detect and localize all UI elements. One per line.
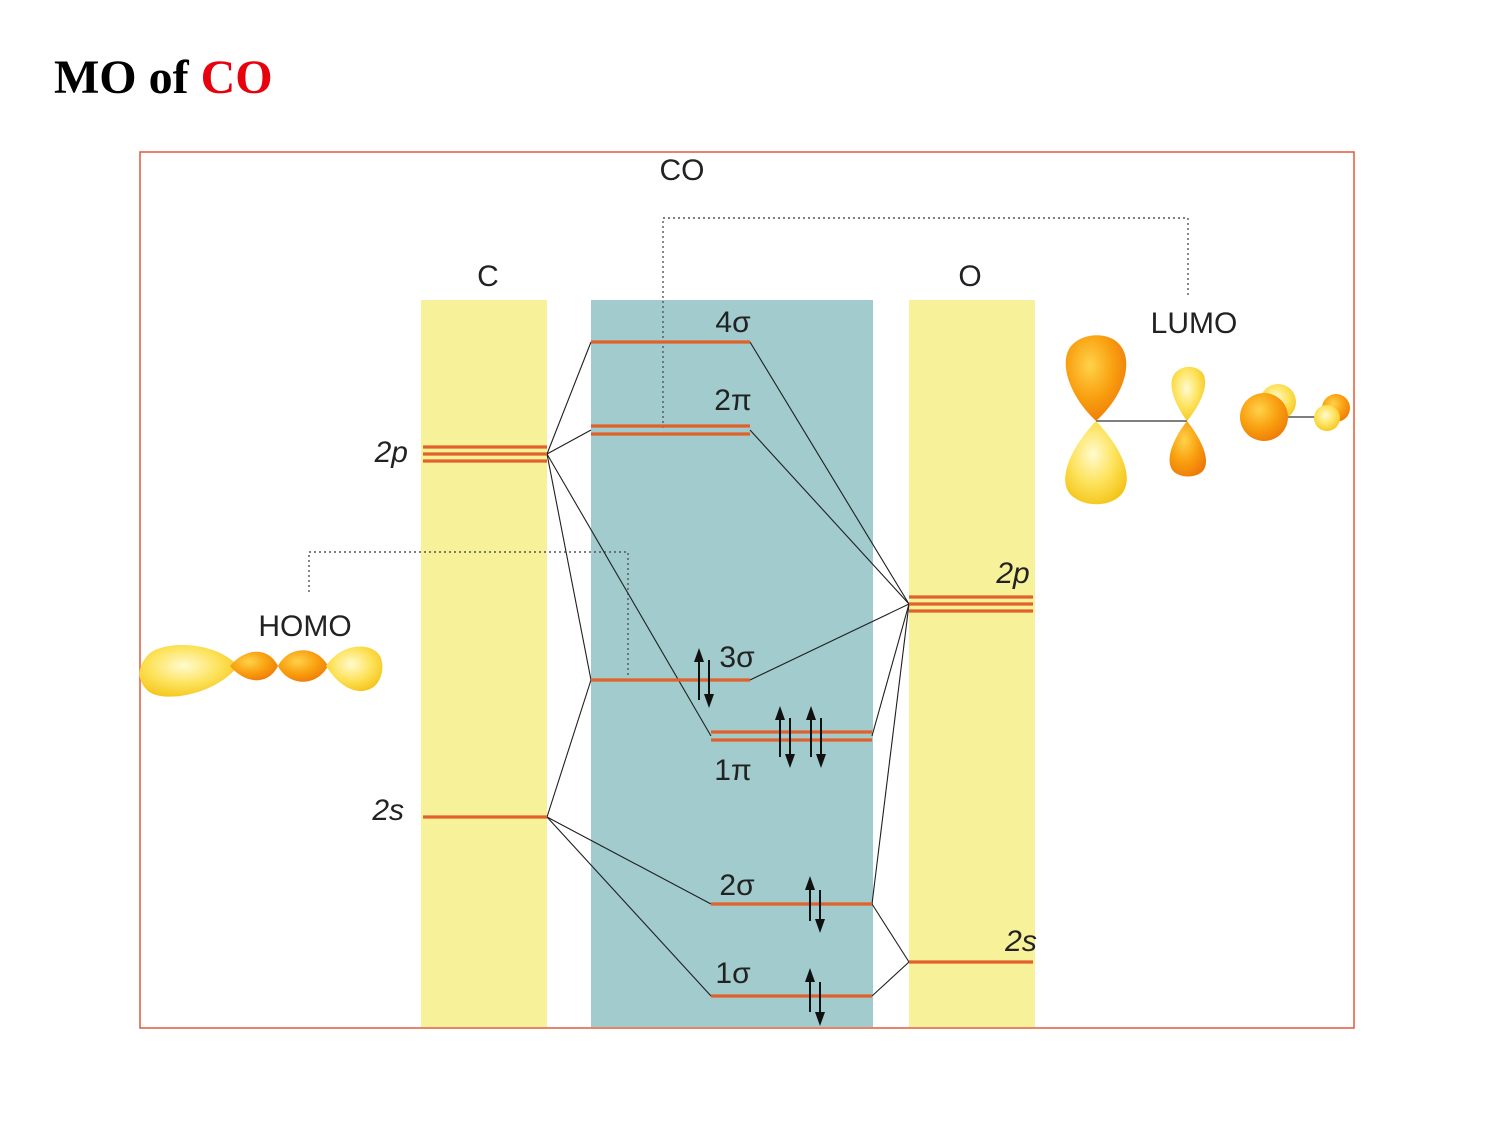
oxygen-column xyxy=(909,300,1035,1027)
mo-2pi-level xyxy=(591,424,750,436)
mo-2sigma-label: 2σ xyxy=(719,869,755,902)
diagram-frame xyxy=(139,151,1355,1029)
oxygen-2p-level xyxy=(909,595,1033,613)
mo-1pi-label: 1π xyxy=(714,754,751,787)
title-prefix: MO of xyxy=(54,51,201,104)
carbon-column xyxy=(421,300,547,1027)
lumo-guide-line xyxy=(662,217,1189,428)
lumo-orbital-image xyxy=(1065,335,1350,505)
electron-pair-1sigma xyxy=(805,968,825,1026)
electron-pair-3sigma xyxy=(694,648,714,708)
oxygen-2p-label: 2p xyxy=(995,557,1029,590)
electron-pair-1pi-b xyxy=(806,706,826,768)
lumo-label: LUMO xyxy=(1151,307,1238,340)
correlation-lines xyxy=(546,341,910,997)
mo-4sigma-label: 4σ xyxy=(715,306,751,339)
oxygen-label: O xyxy=(958,260,981,293)
carbon-2p-level xyxy=(423,445,547,463)
homo-label: HOMO xyxy=(258,610,351,643)
title-molecule: CO xyxy=(200,51,273,104)
oxygen-2s-label: 2s xyxy=(1004,925,1037,958)
electron-pair-2sigma xyxy=(805,876,825,933)
mo-1sigma-label: 1σ xyxy=(715,957,751,990)
homo-orbital-image xyxy=(139,645,383,697)
mo-column xyxy=(591,300,873,1027)
carbon-2s-label: 2s xyxy=(371,794,404,827)
molecule-label: CO xyxy=(660,154,705,187)
mo-3sigma-label: 3σ xyxy=(719,641,755,674)
page-title: MO of CO xyxy=(54,50,273,106)
electron-pair-1pi-a xyxy=(775,706,795,768)
carbon-2p-label: 2p xyxy=(374,436,408,469)
homo-guide-line xyxy=(308,551,629,675)
mo-1pi-level xyxy=(711,730,872,742)
mo-2pi-label: 2π xyxy=(714,384,751,417)
carbon-label: C xyxy=(477,260,499,293)
